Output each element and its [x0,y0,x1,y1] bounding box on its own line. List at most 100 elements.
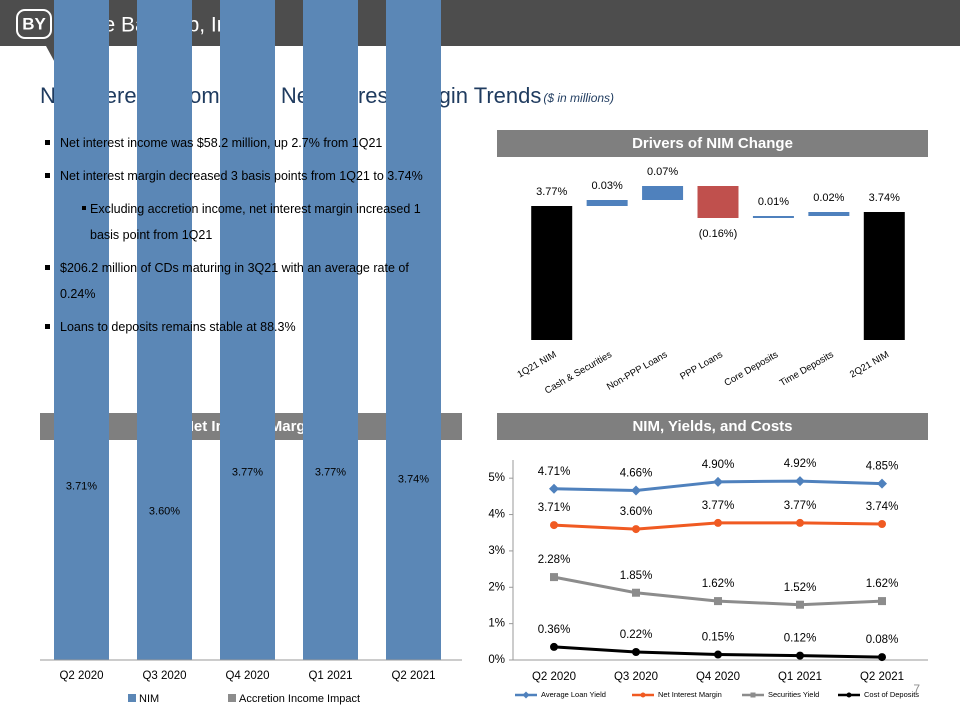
marker [640,692,646,698]
y-tick-label: 4% [488,509,505,521]
y-tick-label: 0% [488,654,505,666]
marker [714,597,722,606]
bar-segment [303,0,358,660]
legend-label: Accretion Income Impact [239,693,360,705]
x-tick-label: PPP Loans [678,349,725,382]
x-tick-label: Q2 2021 [860,671,904,683]
section-bar [497,130,928,157]
total-label: 3.71% [66,480,97,492]
bullet: Net interest margin decreased 3 basis po… [42,163,432,189]
bar [863,212,905,340]
marker [796,518,804,527]
x-tick-label: Q4 2020 [225,670,269,682]
value-label: 3.74% [866,501,899,513]
logo-frame [16,9,52,39]
value-label: 1.62% [702,578,735,590]
total-label: 3.77% [315,467,346,479]
marker [549,483,559,494]
legend-swatch [128,694,136,702]
marker [796,651,804,660]
legend-label: Cost of Deposits [864,690,919,699]
x-tick-label: Q2 2020 [59,670,103,682]
marker [632,648,640,656]
bullet: Loans to deposits remains stable at 88.3… [42,314,432,340]
legend-label: Average Loan Yield [541,690,606,699]
bar-segment [137,0,192,660]
logo-mark: BY [22,14,46,33]
value-label: 2.28% [538,554,571,566]
x-tick-label: Time Deposits [778,349,836,389]
value-label: 0.12% [784,633,817,645]
x-tick-label: Q1 2021 [308,670,352,682]
bar-segment [386,0,441,660]
x-tick-label: 2Q21 NIM [848,349,891,380]
value-label: 0.02% [813,192,844,204]
value-label: 4.85% [866,461,899,473]
marker [522,691,530,699]
marker [714,518,722,527]
value-label: 0.15% [702,632,735,644]
chart-title: Drivers of NIM Change [632,135,793,152]
x-tick-label: Q4 2020 [696,671,740,683]
marker [631,485,641,496]
bar [808,212,850,216]
marker [795,476,805,487]
value-label: 3.77% [536,186,567,198]
x-tick-label: Q2 2021 [391,670,435,682]
marker [550,642,558,651]
slide-subtitle: ($ in millions) [543,91,614,105]
x-tick-label: Non-PPP Loans [605,349,670,393]
x-tick-label: Q1 2021 [778,671,822,683]
section-bar [497,413,928,440]
bar [752,216,794,218]
x-tick-label: Q2 2020 [532,671,576,683]
marker [750,692,756,698]
y-tick-label: 2% [488,581,505,593]
total-label: 3.77% [232,467,263,479]
legend-swatch [228,694,236,702]
bullet-list: Net interest income was $58.2 million, u… [42,130,462,347]
y-tick-label: 3% [488,545,505,557]
bar [697,186,739,218]
x-tick-label: 1Q21 NIM [515,349,558,380]
marker [550,573,558,582]
value-label: 3.71% [538,502,571,514]
bar-segment [220,0,275,661]
value-label: 0.07% [647,166,678,178]
chart-title: NIM, Yields, and Costs [632,418,792,435]
x-tick-label: Core Deposits [723,349,781,389]
value-label: 3.77% [784,500,817,512]
value-label: 0.36% [538,624,571,636]
bullet: Net interest income was $58.2 million, u… [42,130,432,156]
marker [796,600,804,609]
page-number: 7 [913,682,920,696]
value-label: 1.52% [784,582,817,594]
value-label: 0.03% [592,180,623,192]
value-label: 0.01% [758,196,789,208]
marker [846,692,852,698]
value-label: (0.16%) [699,228,738,240]
total-label: 3.60% [149,505,180,517]
value-label: 3.74% [869,192,900,204]
value-label: 4.92% [784,458,817,470]
legend-label: Net Interest Margin [658,690,722,699]
bar [531,206,573,340]
bar [642,186,684,200]
sub-bullet: Excluding accretion income, net interest… [42,196,450,248]
value-label: 3.60% [620,506,653,518]
x-tick-label: Q3 2020 [614,671,658,683]
y-tick-label: 5% [488,472,505,484]
value-label: 4.66% [620,468,653,480]
marker [714,650,722,659]
bullet: $206.2 million of CDs maturing in 3Q21 w… [42,255,432,307]
marker [878,520,886,528]
bar [586,200,628,206]
marker [878,653,886,662]
marker [713,476,723,487]
value-label: 0.22% [620,629,653,641]
legend-label: Securities Yield [768,690,819,699]
y-tick-label: 1% [488,618,505,630]
bar-segment [54,0,109,660]
